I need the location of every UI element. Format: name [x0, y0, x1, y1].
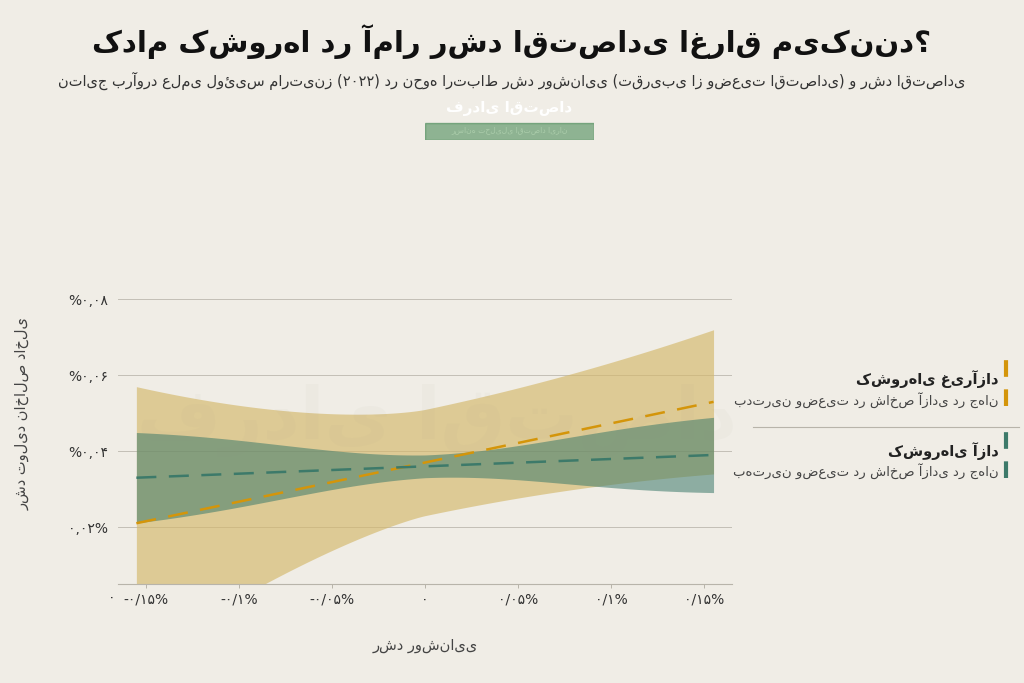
Bar [425, 123, 594, 140]
Text: کشورهای آزاد: کشورهای آزاد [888, 442, 998, 460]
Text: کدام کشورها در آمار رشد اقتصادی اغراق می‌کنند؟: کدام کشورها در آمار رشد اقتصادی اغراق می… [92, 24, 932, 59]
Text: کشورهای غیرآزاد: کشورهای غیرآزاد [856, 370, 998, 388]
Text: بدترین وضعیت در شاخص آزادی در جهان: بدترین وضعیت در شاخص آزادی در جهان [734, 391, 998, 408]
Text: رشد تولید ناخالص داخلی: رشد تولید ناخالص داخلی [15, 317, 30, 510]
Text: رسانه تحلیلی اقتصاد ایران: رسانه تحلیلی اقتصاد ایران [452, 125, 567, 134]
Text: نتایج برآورد علمی لوئیس مارتینز (۲۰۲۲) در نحوه ارتباط رشد روشنایی (تقریبی از وضع: نتایج برآورد علمی لوئیس مارتینز (۲۰۲۲) د… [58, 72, 966, 90]
Text: فردای اقتصاد: فردای اقتصاد [137, 384, 737, 456]
Text: بهترین وضعیت در شاخص آزادی در جهان: بهترین وضعیت در شاخص آزادی در جهان [733, 463, 998, 479]
Text: ۰: ۰ [109, 591, 116, 604]
Text: رشد روشنایی: رشد روشنایی [373, 638, 477, 653]
Text: فردای اقتصاد: فردای اقتصاد [446, 100, 572, 115]
